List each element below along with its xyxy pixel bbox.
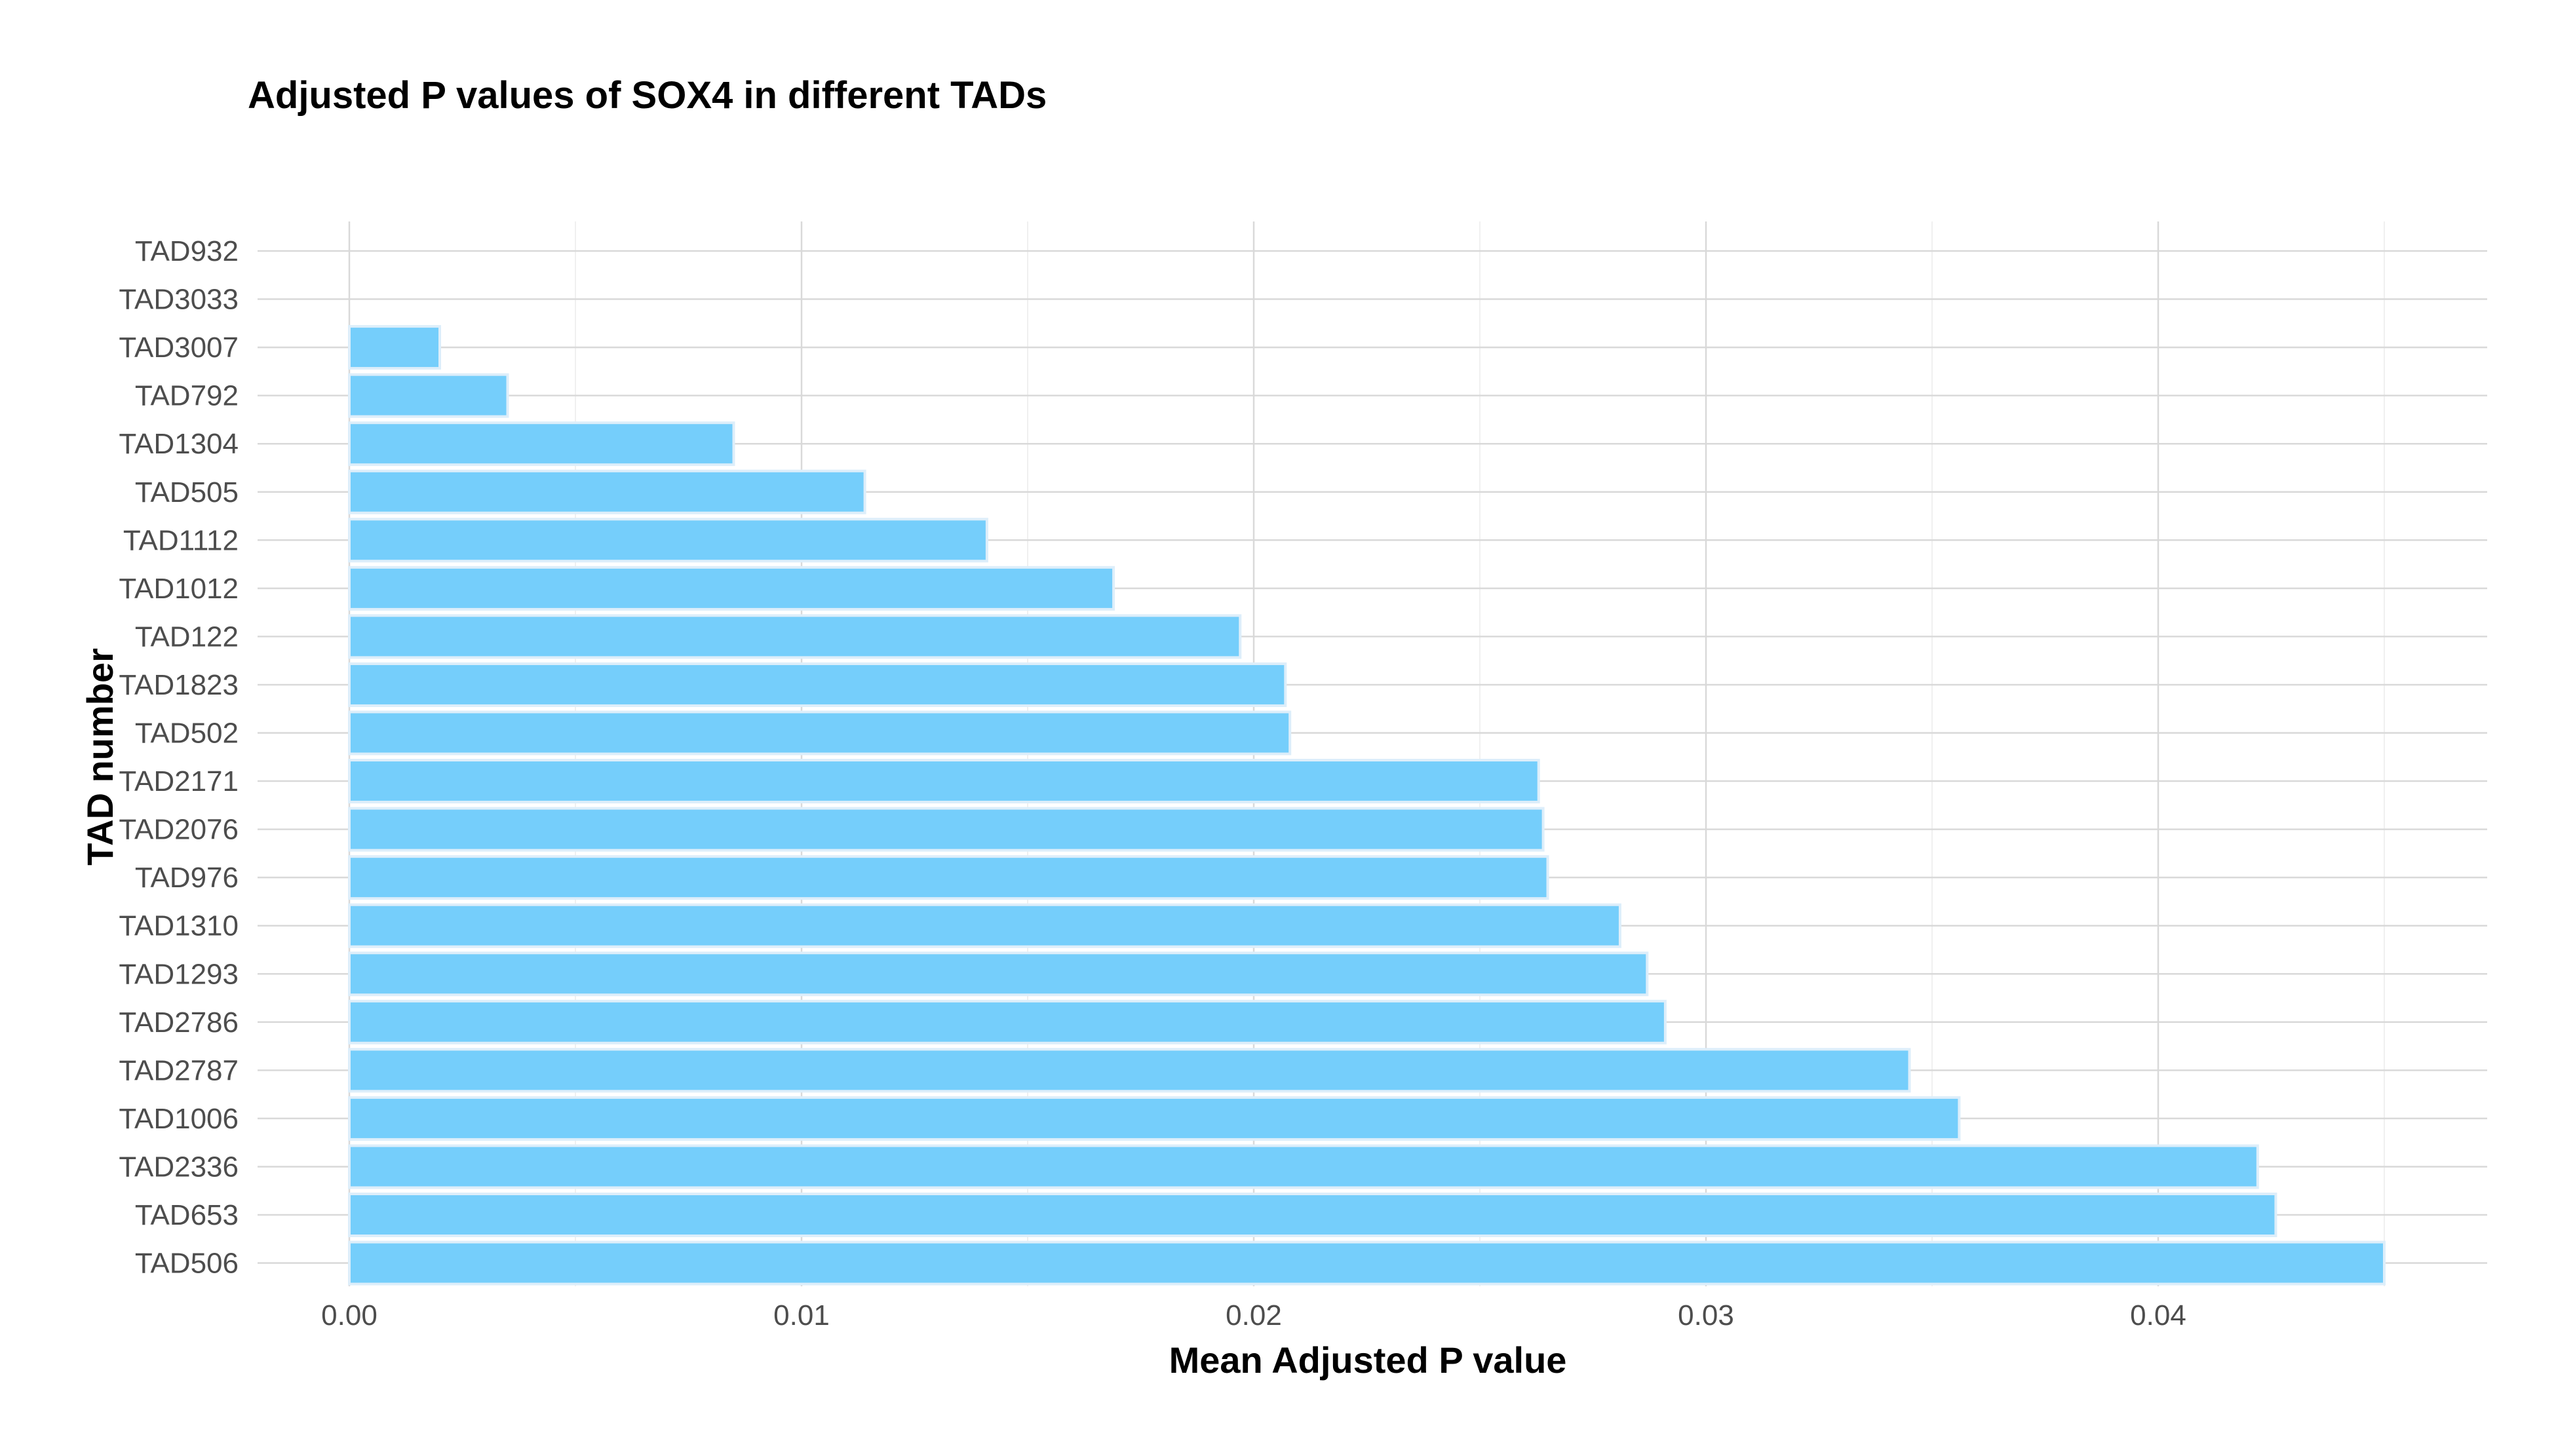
y-tick-label: TAD2336 [119,1151,239,1183]
x-axis-title: Mean Adjusted P value [1169,1339,1567,1381]
y-tick-label: TAD1012 [119,573,239,605]
bar-tad506 [348,1240,2386,1286]
y-tick-label: TAD505 [135,476,239,508]
y-tick-label: TAD976 [135,862,239,894]
x-tick-label: 0.04 [2130,1299,2186,1331]
bar-tad2076 [348,807,1545,852]
chart-title: Adjusted P values of SOX4 in different T… [248,74,1047,117]
y-tick-label: TAD3033 [119,284,239,316]
x-tick-label: 0.01 [773,1299,830,1331]
y-tick-label: TAD792 [135,380,239,412]
y-tick-label: TAD1006 [119,1103,239,1135]
y-tick-label: TAD653 [135,1199,239,1231]
y-tick-label: TAD1112 [123,524,239,556]
y-tick-label: TAD2171 [119,765,239,797]
bar-tad1112 [348,518,988,563]
y-tick-label: TAD122 [135,621,239,653]
y-tick-label: TAD2787 [119,1054,239,1086]
bar-tad505 [348,469,866,514]
bar-tad976 [348,855,1549,900]
x-tick-label: 0.03 [1678,1299,1734,1331]
x-tick-label: 0.00 [321,1299,378,1331]
y-tick-label: TAD502 [135,718,239,750]
bar-tad122 [348,614,1242,659]
y-tick-label: TAD1823 [119,669,239,701]
bar-tad2171 [348,759,1540,804]
y-tick-label: TAD1293 [119,958,239,990]
bar-tad2787 [348,1048,1911,1093]
y-axis-title: TAD number [79,648,121,866]
bar-tad1304 [348,421,735,467]
bars [348,325,2386,1286]
bar-tad1006 [348,1096,1961,1141]
y-tick-label: TAD2076 [119,814,239,846]
y-tick-label: TAD1304 [119,428,239,460]
bar-tad1012 [348,565,1115,611]
bar-tad792 [348,373,509,418]
bar-tad3007 [348,325,441,370]
y-tick-label: TAD2786 [119,1006,239,1039]
y-tick-label: TAD1310 [119,910,239,942]
bar-tad502 [348,710,1292,756]
bar-tad1823 [348,662,1287,707]
x-axis-ticks: 0.00 0.01 0.02 0.03 0.04 [321,1299,2186,1331]
bar-tad1293 [348,951,1649,997]
x-tick-label: 0.02 [1226,1299,1282,1331]
y-tick-label: TAD3007 [119,332,239,364]
bar-tad1310 [348,903,1621,948]
bar-tad653 [348,1193,2277,1237]
bar-tad2336 [348,1144,2259,1189]
y-tick-label: TAD506 [135,1248,239,1280]
y-axis-ticks: TAD932 TAD3033 TAD3007 TAD792 TAD1304 TAD505 T… [119,235,239,1280]
y-tick-label: TAD932 [135,235,239,267]
bar-tad2786 [348,999,1667,1044]
